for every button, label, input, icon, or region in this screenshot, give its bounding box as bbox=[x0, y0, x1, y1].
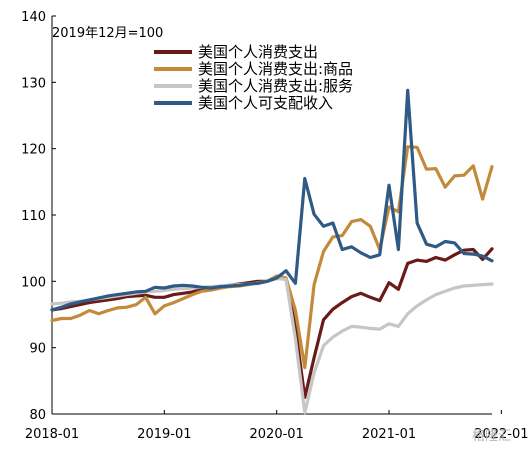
legend-label-2: 美国个人消费支出:商品 bbox=[198, 60, 353, 78]
y-tick-label: 110 bbox=[21, 209, 46, 224]
y-tick-label: 130 bbox=[21, 76, 46, 91]
x-tick-label: 2020-01 bbox=[250, 427, 304, 442]
x-tick-label: 2019-01 bbox=[137, 427, 191, 442]
legend-label-4: 美国个人可支配收入 bbox=[198, 94, 333, 112]
watermark: 格隆汇 bbox=[472, 428, 511, 444]
y-tick-label: 140 bbox=[21, 10, 46, 25]
x-tick-label: 2021-01 bbox=[362, 427, 416, 442]
y-tick-label: 120 bbox=[21, 143, 46, 158]
series-layer bbox=[50, 88, 494, 415]
series-line-2 bbox=[50, 145, 494, 370]
chart-note: 2019年12月=100 bbox=[52, 26, 163, 41]
x-tick-label: 2022-01 bbox=[474, 427, 528, 442]
series-line-1 bbox=[50, 247, 494, 399]
axes: 80 90 100 110 120 130 140 2018-01 2019-01 2020-01… bbox=[21, 10, 528, 442]
legend-label-3: 美国个人消费支出:服务 bbox=[198, 77, 353, 95]
legend-label-1: 美国个人消费支出 bbox=[198, 43, 318, 61]
y-tick-label: 100 bbox=[21, 275, 46, 290]
y-tick-label: 80 bbox=[29, 408, 46, 423]
x-tick-label: 2018-01 bbox=[25, 427, 79, 442]
y-tick-label: 90 bbox=[29, 342, 46, 357]
series-line-4 bbox=[50, 88, 494, 312]
